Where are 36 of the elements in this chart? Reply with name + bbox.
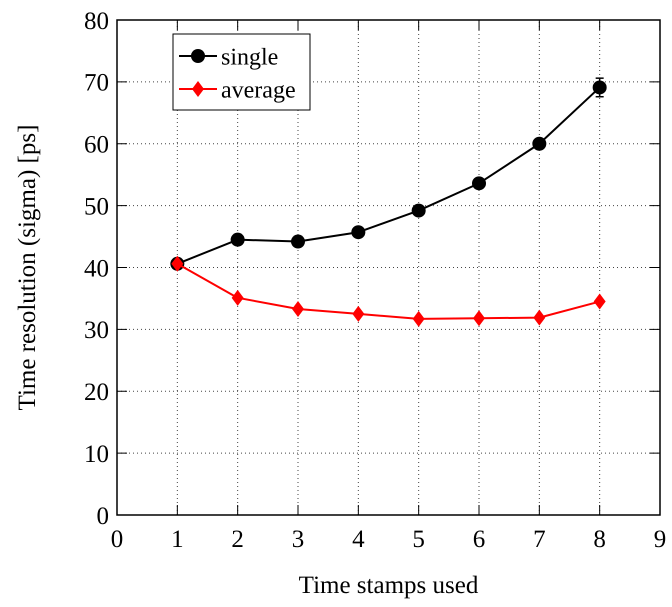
point [291, 234, 305, 249]
x-tick-label: 3 [292, 526, 304, 553]
x-tick-label: 4 [352, 526, 366, 553]
point [351, 225, 366, 240]
point [472, 176, 486, 190]
y-tick-label: 10 [84, 440, 109, 468]
y-tick-label: 40 [84, 255, 109, 282]
point [292, 300, 304, 317]
y-axis-title: Time resolution (sigma) [ps] [14, 124, 41, 410]
legend-label: single [221, 44, 278, 70]
y-tick-label: 70 [84, 70, 109, 97]
x-tick-label: 9 [654, 526, 666, 553]
x-tick-label: 2 [231, 526, 244, 553]
x-axis-title: Time stamps used [298, 572, 479, 599]
x-tick-label: 5 [412, 526, 425, 553]
point [412, 204, 426, 218]
point [473, 310, 485, 326]
y-tick-label: 60 [84, 132, 109, 158]
point [533, 310, 546, 326]
y-tick-label: 0 [96, 502, 109, 530]
x-tick-label: 8 [593, 526, 606, 553]
x-tick-label: 6 [472, 526, 486, 553]
point [592, 80, 607, 94]
point [232, 290, 244, 306]
y-tick-label: 20 [84, 379, 109, 406]
point [352, 306, 364, 322]
legend-label: average [221, 77, 296, 104]
y-tick-label: 50 [84, 193, 109, 220]
point [532, 136, 546, 151]
x-tick-label: 1 [171, 526, 184, 553]
y-tick-label: 30 [84, 317, 109, 344]
point [230, 232, 245, 247]
y-tick-label: 80 [84, 8, 109, 35]
point [594, 294, 606, 310]
point [412, 310, 425, 327]
x-tick-label: 7 [533, 526, 546, 553]
